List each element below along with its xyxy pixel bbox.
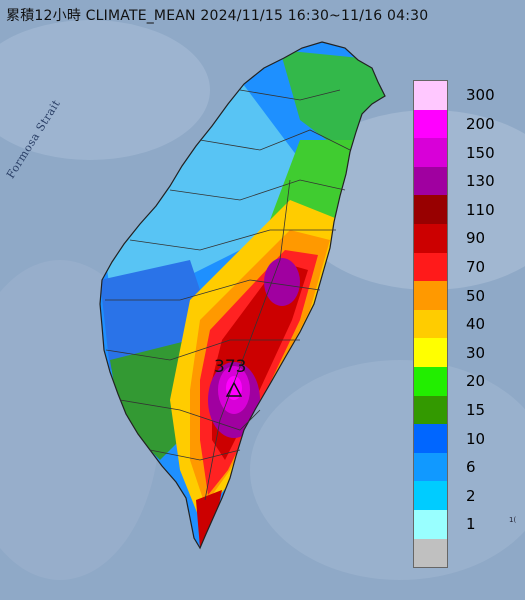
- legend-swatch: [414, 223, 447, 253]
- legend-label: 10: [466, 429, 486, 448]
- boundary-line: [199, 129, 351, 151]
- legend-swatch: [414, 166, 447, 196]
- boundary-line: [239, 89, 341, 101]
- rain-zone: [196, 490, 222, 548]
- boundary-line: [129, 229, 336, 251]
- edge-text: 1(: [509, 516, 517, 524]
- legend-swatch: [414, 309, 447, 339]
- cloud-area: [250, 360, 525, 580]
- legend-swatch: [414, 81, 447, 110]
- boundary-line: [204, 179, 291, 501]
- legend-label: 6: [466, 458, 476, 477]
- boundary-line: [149, 449, 241, 461]
- legend-label: 40: [466, 315, 486, 334]
- legend-label: 70: [466, 257, 486, 276]
- legend-label: 110: [466, 200, 495, 219]
- legend-swatch: [414, 281, 447, 310]
- legend-swatch: [414, 424, 447, 453]
- boundary-line: [105, 339, 300, 361]
- map-title: 累積12小時 CLIMATE_MEAN 2024/11/15 16:30~11/…: [6, 8, 429, 24]
- legend-label: 300: [466, 86, 495, 105]
- county-boundaries: [105, 89, 351, 501]
- boundary-line: [105, 279, 321, 301]
- legend-swatch: [414, 195, 447, 224]
- legend-label: 50: [466, 286, 486, 305]
- rain-zone: [264, 258, 300, 306]
- legend-label: 30: [466, 343, 486, 362]
- legend-swatch: [414, 252, 447, 282]
- legend-label: 15: [466, 400, 486, 419]
- legend-label: 150: [466, 143, 495, 162]
- legend-swatch: [414, 509, 447, 539]
- color-legend: [413, 80, 448, 569]
- legend-swatch: [414, 395, 447, 425]
- legend-swatch: [414, 366, 447, 396]
- legend-label: 130: [466, 172, 495, 191]
- legend-swatch: [414, 452, 447, 482]
- legend-label: 20: [466, 372, 486, 391]
- legend-label: 200: [466, 114, 495, 133]
- legend-swatch: [414, 481, 447, 510]
- boundary-line: [119, 399, 261, 431]
- legend-swatch: [414, 109, 447, 139]
- sea-haze: [0, 20, 210, 160]
- max-rainfall-value: 373: [214, 357, 247, 377]
- legend-label: 2: [466, 486, 476, 505]
- legend-swatch: [414, 538, 447, 568]
- legend-swatch: [414, 338, 447, 367]
- legend-swatch: [414, 138, 447, 167]
- max-rainfall-marker-icon: [225, 381, 243, 397]
- legend-label: 90: [466, 229, 486, 248]
- legend-label: 1: [466, 515, 476, 534]
- island-outline: [99, 41, 386, 550]
- boundary-line: [169, 179, 346, 201]
